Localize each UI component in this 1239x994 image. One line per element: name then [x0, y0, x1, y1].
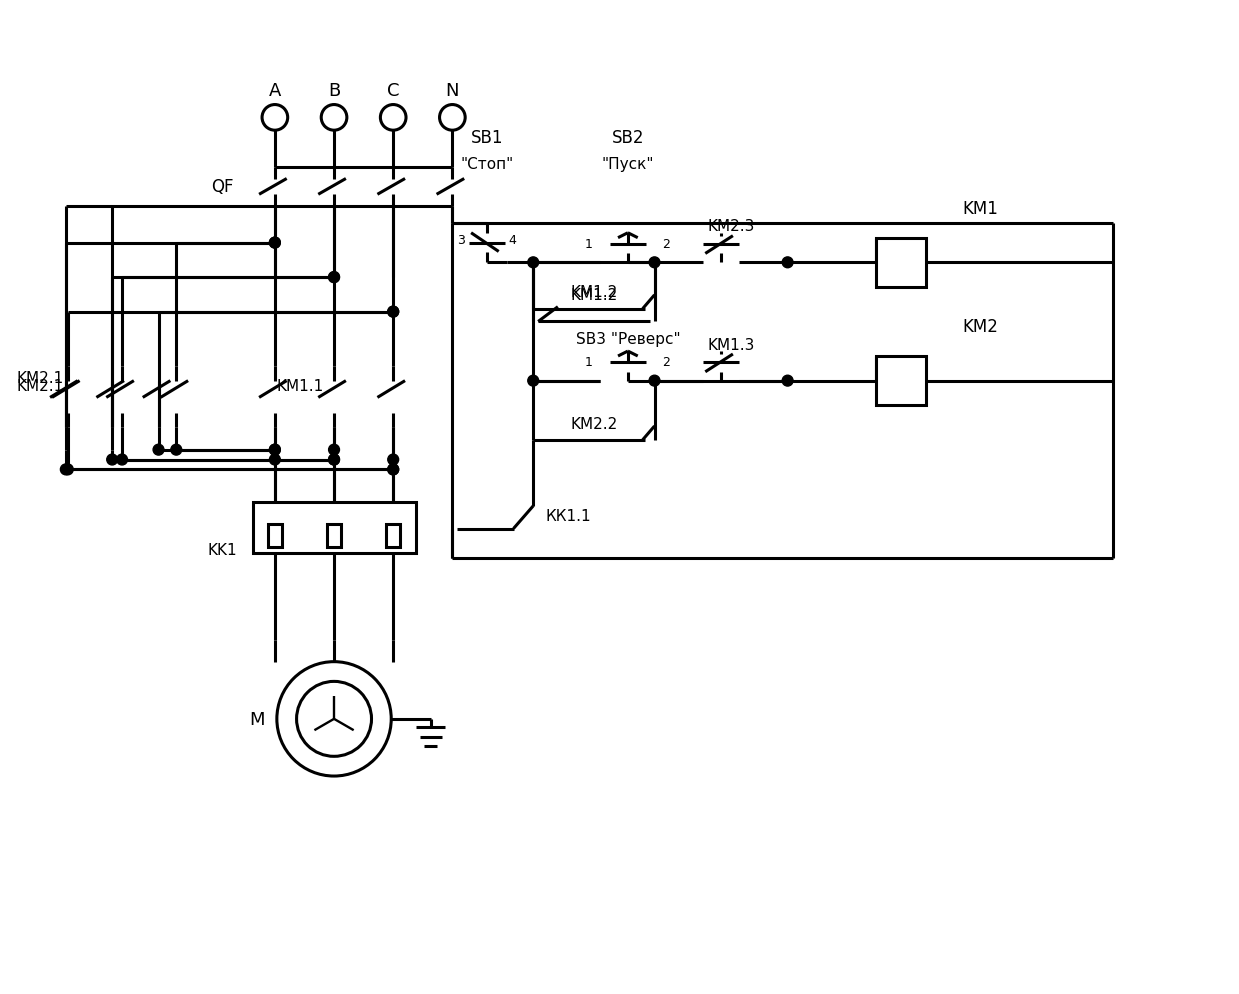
- Circle shape: [269, 444, 280, 455]
- Circle shape: [61, 464, 72, 475]
- Circle shape: [269, 444, 280, 455]
- Circle shape: [107, 454, 118, 465]
- Bar: [876, 239, 926, 287]
- Circle shape: [528, 376, 539, 387]
- Circle shape: [62, 464, 73, 475]
- Circle shape: [154, 444, 164, 455]
- Text: SB3 "Реверс": SB3 "Реверс": [576, 331, 680, 346]
- Circle shape: [328, 272, 339, 283]
- Text: KM2.3: KM2.3: [707, 219, 755, 235]
- Text: A: A: [269, 82, 281, 99]
- Circle shape: [388, 464, 399, 475]
- Circle shape: [116, 454, 128, 465]
- Bar: [268, 524, 281, 548]
- Text: KM2: KM2: [961, 318, 997, 336]
- Text: KM2.1: KM2.1: [16, 379, 63, 394]
- Circle shape: [649, 376, 660, 387]
- Bar: [253, 502, 416, 554]
- Circle shape: [388, 454, 399, 465]
- Text: KM1.3: KM1.3: [707, 337, 755, 352]
- Text: 4: 4: [508, 234, 517, 247]
- Text: 3: 3: [457, 234, 465, 247]
- Text: 1: 1: [585, 238, 592, 250]
- Circle shape: [328, 454, 339, 465]
- Text: КК1.1: КК1.1: [545, 509, 591, 524]
- Text: M: M: [249, 710, 265, 729]
- Circle shape: [171, 444, 182, 455]
- Text: QF: QF: [211, 178, 233, 196]
- Circle shape: [269, 238, 280, 248]
- Text: KM1.2: KM1.2: [570, 285, 617, 300]
- Circle shape: [328, 444, 339, 455]
- Circle shape: [328, 272, 339, 283]
- Circle shape: [649, 257, 660, 268]
- Circle shape: [782, 376, 793, 387]
- Circle shape: [269, 454, 280, 465]
- Bar: [387, 524, 400, 548]
- Text: "Пуск": "Пуск": [602, 157, 654, 172]
- Text: SB1: SB1: [471, 129, 503, 147]
- Text: 1: 1: [585, 356, 592, 369]
- Text: "Стоп": "Стоп": [460, 157, 513, 172]
- Text: N: N: [446, 82, 460, 99]
- Text: 2: 2: [663, 356, 670, 369]
- Circle shape: [388, 307, 399, 318]
- Text: KM2.2: KM2.2: [570, 416, 617, 431]
- Circle shape: [528, 257, 539, 268]
- Circle shape: [388, 307, 399, 318]
- Circle shape: [328, 454, 339, 465]
- Text: KM1.2: KM1.2: [570, 288, 617, 303]
- Text: SB2: SB2: [612, 129, 644, 147]
- Bar: [327, 524, 341, 548]
- Circle shape: [388, 464, 399, 475]
- Text: B: B: [328, 82, 341, 99]
- Text: 2: 2: [663, 238, 670, 250]
- Bar: [876, 357, 926, 406]
- Text: KM1: KM1: [961, 200, 997, 218]
- Text: KK1: KK1: [208, 542, 238, 558]
- Text: KM2.1: KM2.1: [16, 371, 63, 386]
- Text: C: C: [387, 82, 399, 99]
- Circle shape: [269, 238, 280, 248]
- Text: KM1.1: KM1.1: [276, 379, 325, 394]
- Circle shape: [782, 257, 793, 268]
